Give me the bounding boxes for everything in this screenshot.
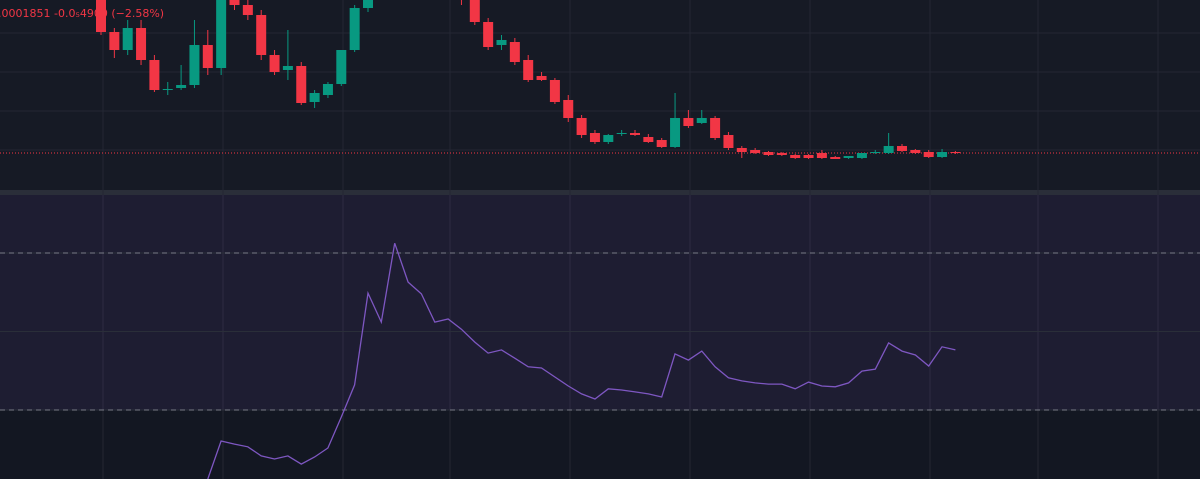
candle-body bbox=[723, 135, 734, 148]
candle-body bbox=[122, 28, 133, 50]
candle-body bbox=[229, 0, 240, 5]
price-header: .0001851 -0.0₅4900 (−2.58%) bbox=[0, 7, 164, 20]
rsi bbox=[0, 195, 1200, 479]
candle-body bbox=[616, 133, 627, 134]
rsi-band bbox=[0, 195, 1200, 410]
candle-body bbox=[830, 157, 841, 159]
candle-body bbox=[216, 0, 227, 68]
candle-body bbox=[856, 153, 867, 158]
candle-body bbox=[736, 148, 747, 152]
candle-body bbox=[776, 153, 787, 155]
candle-body bbox=[296, 66, 307, 103]
candle-body bbox=[630, 133, 640, 135]
rsi-line bbox=[207, 242, 956, 479]
candle-body bbox=[202, 45, 213, 68]
candle-body bbox=[897, 146, 907, 151]
candle-body bbox=[576, 118, 587, 135]
candle-body bbox=[816, 153, 827, 158]
candle-body bbox=[496, 40, 507, 45]
candle-body bbox=[683, 118, 694, 126]
rsi-pane bbox=[0, 195, 1200, 479]
candle-body bbox=[843, 156, 854, 158]
candle-body bbox=[603, 135, 614, 142]
candle-body bbox=[563, 100, 574, 118]
candle-body bbox=[256, 15, 267, 55]
candle-body bbox=[696, 118, 707, 123]
candle-body bbox=[549, 80, 560, 102]
candle-body bbox=[910, 150, 921, 153]
candle-body bbox=[189, 45, 200, 85]
pane-separator bbox=[0, 190, 1200, 195]
candle-body bbox=[469, 0, 480, 22]
candle-body bbox=[790, 155, 801, 158]
candle-body bbox=[336, 50, 347, 84]
candle-body bbox=[763, 152, 774, 155]
price-pane bbox=[0, 0, 1200, 190]
candle-body bbox=[309, 93, 320, 102]
candle-body bbox=[322, 84, 333, 95]
candle-body bbox=[710, 118, 721, 138]
candle-body bbox=[803, 155, 814, 158]
candle-body bbox=[269, 55, 280, 72]
candle-body bbox=[937, 152, 948, 157]
candle-body bbox=[149, 60, 160, 90]
candle-body bbox=[589, 133, 600, 142]
candles bbox=[0, 0, 1200, 159]
candle-body bbox=[536, 76, 547, 80]
candle-body bbox=[136, 28, 147, 60]
candle-body bbox=[950, 152, 961, 153]
candle-body bbox=[96, 0, 106, 32]
candle-body bbox=[242, 5, 253, 15]
candle-body bbox=[750, 150, 761, 153]
candle-body bbox=[883, 146, 894, 153]
candle-body bbox=[176, 85, 187, 88]
candle-body bbox=[349, 8, 360, 50]
candle-body bbox=[483, 22, 494, 47]
candle-body bbox=[282, 66, 293, 70]
candle-body bbox=[363, 0, 373, 8]
candle-body bbox=[923, 152, 934, 157]
candle-body bbox=[109, 32, 120, 50]
candle-body bbox=[162, 89, 173, 90]
candle-body bbox=[656, 140, 667, 147]
candle-body bbox=[643, 137, 654, 142]
candle-body bbox=[509, 42, 520, 62]
candle-body bbox=[670, 118, 681, 147]
candle-body bbox=[870, 152, 881, 153]
candle-body bbox=[523, 60, 534, 80]
